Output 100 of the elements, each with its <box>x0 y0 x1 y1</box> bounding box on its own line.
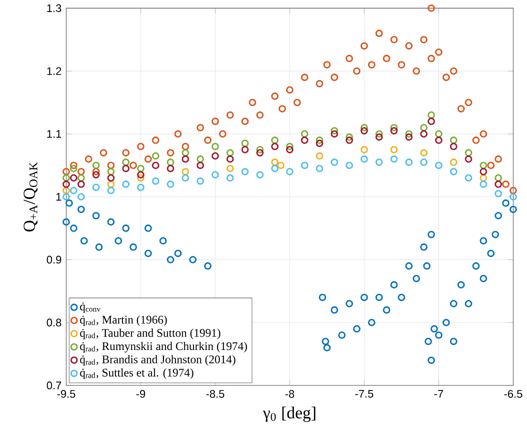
point <box>390 124 398 132</box>
point <box>256 171 264 178</box>
point <box>442 318 450 326</box>
legend-label: q̇$_{conv}$ <box>80 302 101 313</box>
point <box>152 177 160 185</box>
point <box>107 168 115 176</box>
point <box>300 162 308 169</box>
point <box>286 142 294 150</box>
point <box>166 149 174 156</box>
point <box>375 158 383 166</box>
point <box>204 136 212 144</box>
point <box>226 149 234 156</box>
point <box>248 98 256 106</box>
point <box>70 174 78 182</box>
point <box>204 262 212 270</box>
y-tick-label: 1.3 <box>47 4 62 12</box>
point <box>107 174 115 182</box>
point <box>492 230 500 238</box>
point <box>77 168 85 176</box>
point <box>360 146 368 154</box>
point <box>382 306 390 314</box>
point <box>480 130 488 138</box>
point <box>182 155 190 163</box>
point <box>368 60 376 68</box>
point <box>62 218 70 226</box>
legend-label: q̇$_{rad}$, Suttles et al. (1974) <box>80 368 194 379</box>
point <box>182 174 190 182</box>
x-tick-label: -9.5 <box>57 390 76 398</box>
point <box>323 344 331 352</box>
point <box>510 193 517 200</box>
point <box>122 158 130 166</box>
point <box>382 54 390 62</box>
point <box>457 104 465 112</box>
point <box>62 168 70 176</box>
point <box>122 180 130 188</box>
point <box>152 162 160 169</box>
point <box>420 124 428 132</box>
point <box>271 92 279 100</box>
point <box>428 54 435 62</box>
point <box>322 338 330 345</box>
point <box>92 168 100 176</box>
point <box>70 186 78 194</box>
x-tick-label: -9 <box>136 390 146 398</box>
point <box>480 274 488 282</box>
point <box>62 174 70 182</box>
point <box>390 146 398 154</box>
point <box>435 331 442 339</box>
point <box>450 136 458 144</box>
point <box>174 130 182 138</box>
point <box>430 325 438 332</box>
point <box>360 42 368 50</box>
point <box>166 164 174 172</box>
point <box>435 48 442 56</box>
point <box>241 140 249 147</box>
point <box>375 30 383 37</box>
point <box>330 74 338 81</box>
point <box>428 111 435 119</box>
y-tick-label: 0.8 <box>46 318 62 326</box>
point <box>464 149 472 156</box>
point <box>189 256 197 264</box>
legend-label: q̇$_{rad}$, Rumynskii and Churkin (1974) <box>80 342 247 352</box>
point <box>277 162 284 169</box>
point <box>464 155 472 163</box>
point <box>346 162 354 169</box>
point <box>196 155 204 163</box>
point <box>166 158 174 166</box>
point <box>144 155 152 163</box>
point <box>480 180 488 188</box>
point <box>182 142 190 150</box>
point <box>494 174 502 182</box>
point <box>360 124 368 132</box>
point <box>390 36 398 44</box>
point <box>300 130 308 138</box>
x-tick-label: -7.5 <box>355 390 374 398</box>
x-tick-label: -7 <box>434 390 444 398</box>
point <box>323 60 331 68</box>
point <box>464 300 472 308</box>
point <box>92 212 100 220</box>
point <box>77 206 85 213</box>
point <box>390 155 398 163</box>
point <box>92 184 100 191</box>
point <box>137 184 144 191</box>
point <box>480 162 488 169</box>
point <box>346 300 354 308</box>
point <box>428 356 435 364</box>
point <box>196 177 204 185</box>
point <box>114 237 122 244</box>
point <box>152 136 160 144</box>
point <box>450 142 458 150</box>
point <box>420 243 428 251</box>
point <box>182 168 190 176</box>
point <box>360 155 368 163</box>
point <box>494 180 502 188</box>
point <box>435 130 442 138</box>
point <box>442 74 450 81</box>
point <box>166 180 174 188</box>
point <box>375 133 383 141</box>
point <box>405 262 413 270</box>
point <box>62 186 70 194</box>
legend-label: q̇$_{rad}$, Tauber and Sutton (1991) <box>80 328 220 340</box>
